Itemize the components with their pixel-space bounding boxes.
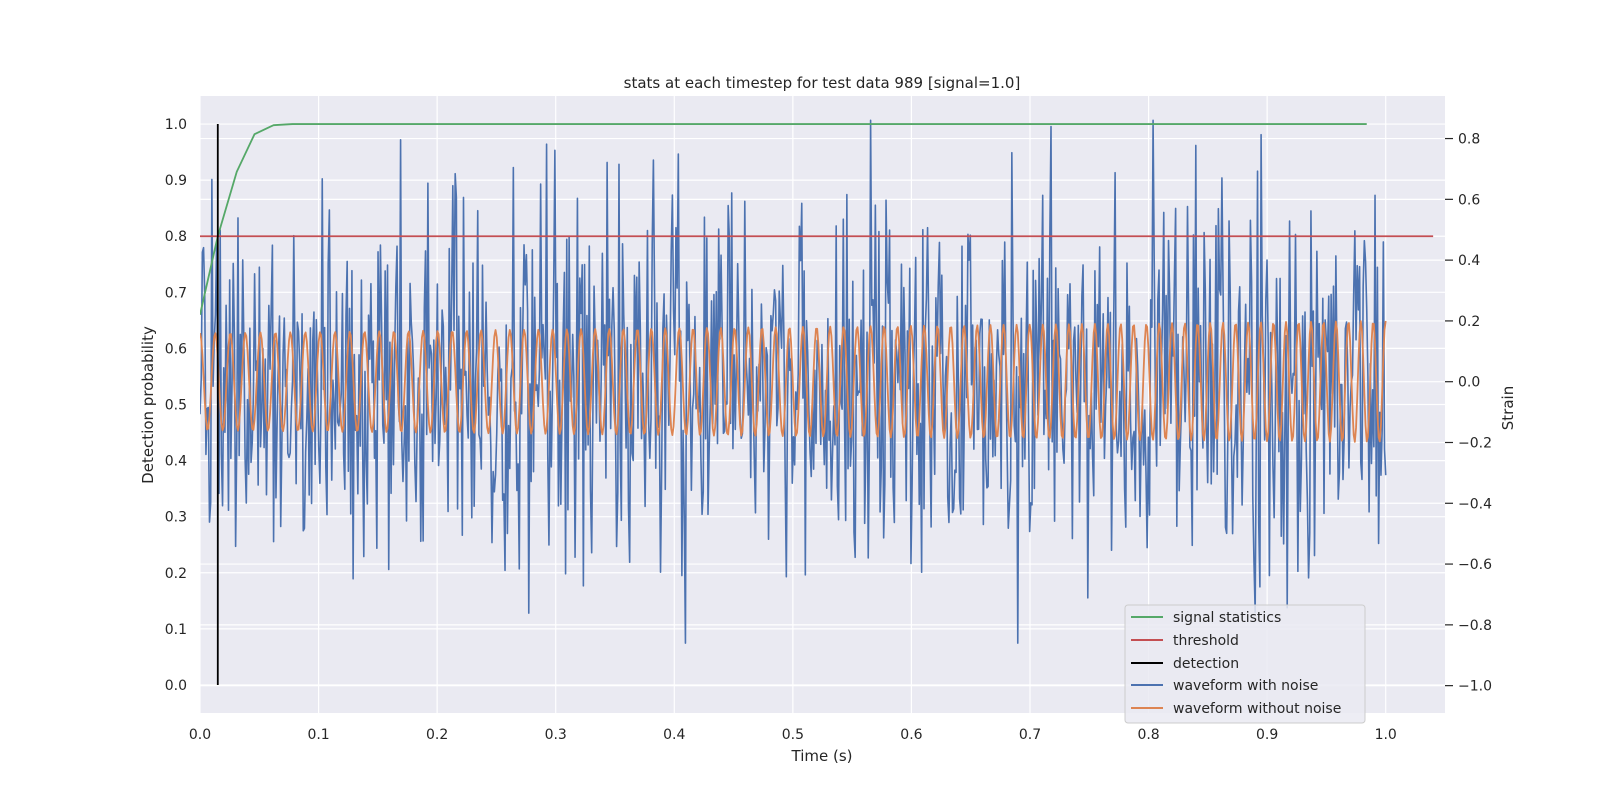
y-tick-label: 0.7 [165,285,187,301]
x-tick-label: 0.5 [782,727,804,743]
y-tick-label: 0.4 [165,454,187,470]
x-axis-label: Time (s) [791,747,853,765]
chart-title: stats at each timestep for test data 989… [624,74,1021,92]
y-axis-right: −1.0 −0.8 −0.6 −0.4 −0.2 0.0 0.2 0.4 0.6 0.8 [1445,132,1492,695]
y2-tick-label: −0.6 [1458,557,1492,573]
x-tick-label: 0.7 [1019,727,1041,743]
series-line-signal-statistics [200,123,1367,315]
legend-entry-detection: detection [1131,656,1239,672]
y2-tick-label: 0.8 [1458,132,1480,148]
y-axis-left: 0.0 0.1 0.2 0.3 0.4 0.5 0.6 0.7 0.8 0.9 1.0 [165,117,187,694]
legend-label-waveform-with-noise: waveform with noise [1173,678,1318,694]
y-tick-label: 0.3 [165,510,187,526]
legend-entry-waveform-without-noise: waveform without noise [1131,701,1341,717]
series-group [200,119,1434,685]
legend-entry-waveform-with-noise: waveform with noise [1131,678,1318,694]
x-axis: 0.0 0.1 0.2 0.3 0.4 0.5 0.6 0.7 0.8 0.9 1.0 [189,727,1397,743]
series-line-waveform-without-noise [200,320,1387,443]
legend-label-threshold: threshold [1173,633,1239,649]
y-tick-label: 0.0 [165,678,187,694]
legend: signal statistics threshold detection wa… [1124,604,1366,724]
legend-label-signal-statistics: signal statistics [1173,610,1281,626]
x-tick-label: 0.8 [1137,727,1159,743]
series-layer [200,119,1434,685]
y2-tick-label: 0.2 [1458,314,1480,330]
y2-tick-label: −1.0 [1458,679,1492,695]
x-tick-label: 0.3 [545,727,567,743]
y-tick-label: 0.8 [165,229,187,245]
y-tick-label: 1.0 [165,117,187,133]
y-tick-label: 0.1 [165,622,187,638]
series-line-waveform-with-noise [200,119,1387,644]
legend-box [1124,604,1366,724]
x-tick-label: 0.9 [1256,727,1278,743]
x-tick-label: 0.2 [426,727,448,743]
legend-label-waveform-without-noise: waveform without noise [1173,701,1341,717]
x-tick-label: 0.1 [307,727,329,743]
y-tick-label: 0.6 [165,341,187,357]
y2-tick-label: −0.2 [1458,435,1492,451]
y-tick-label: 0.2 [165,566,187,582]
y2-tick-label: 0.0 [1458,375,1480,391]
y2-tick-label: −0.4 [1458,496,1492,512]
y2-tick-label: −0.8 [1458,618,1492,634]
x-tick-label: 0.4 [663,727,685,743]
x-tick-label: 1.0 [1375,727,1397,743]
x-tick-label: 0.6 [900,727,922,743]
x-tick-label: 0.0 [189,727,211,743]
y2-tick-label: 0.6 [1458,192,1480,208]
legend-entry-threshold: threshold [1131,633,1239,649]
y2-axis-label: Strain [1499,386,1517,430]
y-tick-label: 0.9 [165,173,187,189]
legend-entry-signal-statistics: signal statistics [1131,610,1281,626]
legend-label-detection: detection [1173,656,1239,672]
y-axis-label: Detection probability [139,326,157,484]
y-tick-label: 0.5 [165,398,187,414]
y2-tick-label: 0.4 [1458,253,1480,269]
